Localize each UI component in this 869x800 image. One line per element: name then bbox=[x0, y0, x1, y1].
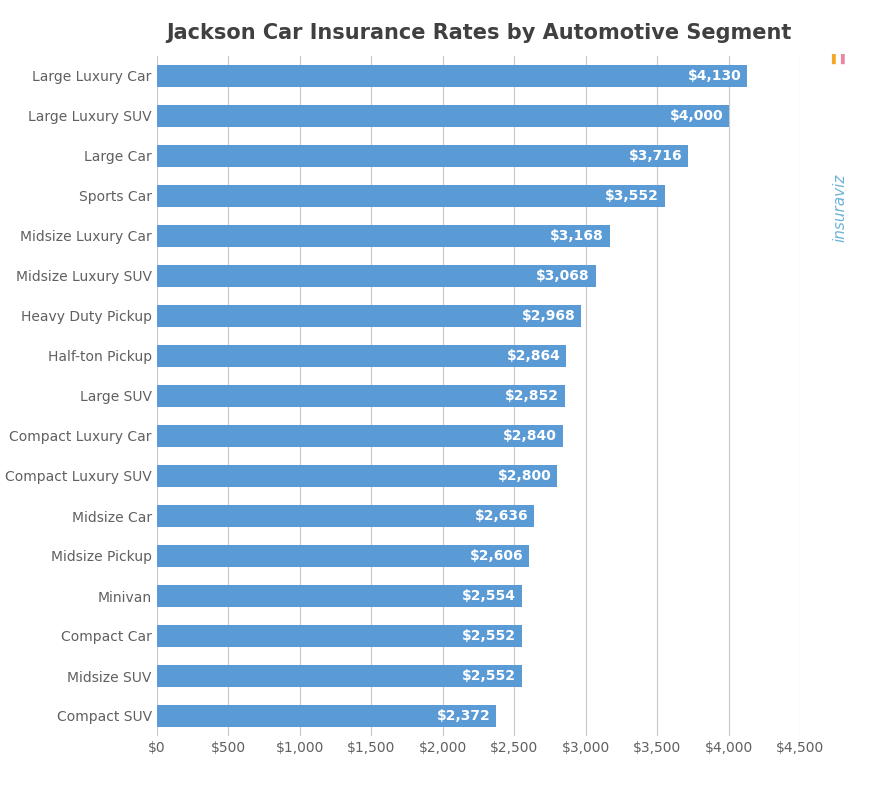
Title: Jackson Car Insurance Rates by Automotive Segment: Jackson Car Insurance Rates by Automotiv… bbox=[166, 23, 790, 43]
Bar bbox=[156, 305, 580, 327]
Text: $2,372: $2,372 bbox=[436, 709, 489, 723]
Text: $3,068: $3,068 bbox=[535, 269, 589, 283]
Bar bbox=[156, 545, 529, 567]
Text: $4,000: $4,000 bbox=[669, 109, 722, 123]
Text: $2,552: $2,552 bbox=[461, 669, 515, 683]
Text: $2,968: $2,968 bbox=[521, 309, 574, 323]
Bar bbox=[156, 105, 728, 127]
Text: $2,554: $2,554 bbox=[461, 589, 515, 603]
Bar bbox=[156, 345, 566, 367]
Bar bbox=[156, 65, 746, 87]
Bar bbox=[156, 465, 556, 487]
Bar bbox=[156, 665, 521, 687]
Text: ▌: ▌ bbox=[831, 54, 838, 64]
Bar bbox=[156, 265, 595, 287]
Bar bbox=[156, 425, 562, 447]
Text: $2,800: $2,800 bbox=[497, 469, 551, 483]
Text: $2,840: $2,840 bbox=[503, 429, 556, 443]
Bar bbox=[156, 185, 664, 207]
Text: $3,716: $3,716 bbox=[628, 149, 681, 163]
Bar bbox=[156, 505, 533, 527]
Text: $2,852: $2,852 bbox=[504, 389, 558, 403]
Bar bbox=[156, 145, 687, 167]
Text: insuraviz: insuraviz bbox=[831, 174, 846, 242]
Bar bbox=[156, 385, 564, 407]
Text: $2,552: $2,552 bbox=[461, 629, 515, 643]
Text: $2,864: $2,864 bbox=[506, 349, 560, 363]
Bar bbox=[156, 625, 521, 647]
Text: $3,168: $3,168 bbox=[550, 229, 603, 243]
Text: $2,606: $2,606 bbox=[469, 549, 523, 563]
Text: $3,552: $3,552 bbox=[605, 189, 659, 203]
Text: ▌: ▌ bbox=[839, 54, 846, 64]
Bar bbox=[156, 585, 521, 607]
Text: $4,130: $4,130 bbox=[687, 69, 741, 83]
Text: $2,636: $2,636 bbox=[474, 509, 527, 523]
Bar bbox=[156, 705, 495, 727]
Bar bbox=[156, 225, 609, 247]
